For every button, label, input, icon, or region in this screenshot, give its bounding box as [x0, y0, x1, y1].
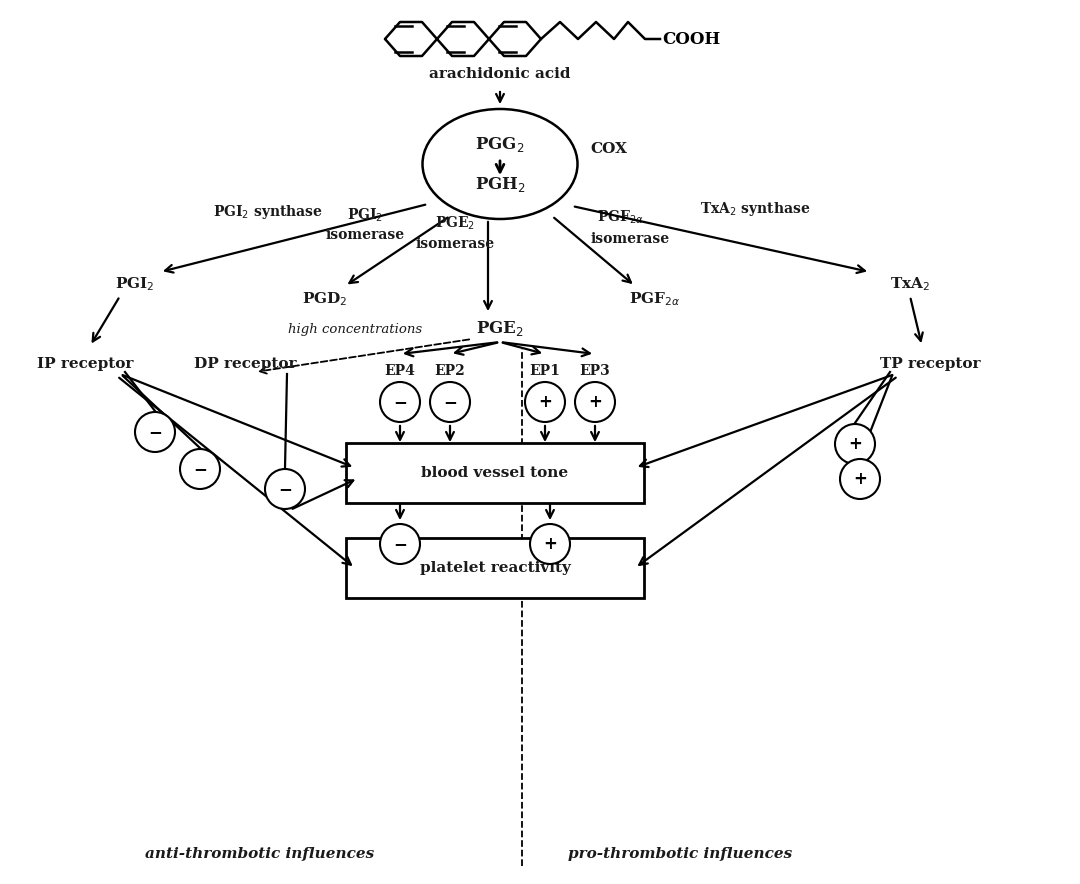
Text: TP receptor: TP receptor [880, 357, 981, 371]
Circle shape [840, 459, 880, 499]
Text: EP2: EP2 [434, 364, 465, 378]
Text: −: − [393, 393, 407, 411]
Text: EP4: EP4 [384, 364, 416, 378]
Text: isomerase: isomerase [591, 232, 670, 246]
Text: TxA$_2$: TxA$_2$ [890, 275, 930, 293]
Text: EP1: EP1 [529, 364, 561, 378]
Text: COOH: COOH [662, 31, 720, 48]
Text: anti-thrombotic influences: anti-thrombotic influences [146, 847, 375, 861]
Text: DP receptor: DP receptor [193, 357, 296, 371]
Text: +: + [848, 435, 862, 453]
Text: PGI$_2$: PGI$_2$ [116, 275, 154, 293]
Circle shape [135, 412, 175, 452]
Text: −: − [393, 535, 407, 553]
Text: PGD$_2$: PGD$_2$ [302, 290, 348, 308]
Text: IP receptor: IP receptor [37, 357, 133, 371]
Text: platelet reactivity: platelet reactivity [419, 561, 570, 575]
Text: isomerase: isomerase [325, 228, 405, 242]
Text: PGF$_{2\alpha}$: PGF$_{2\alpha}$ [630, 290, 680, 308]
Text: arachidonic acid: arachidonic acid [429, 67, 570, 81]
Text: −: − [278, 480, 292, 498]
Circle shape [430, 382, 470, 422]
Text: +: + [589, 393, 602, 411]
Circle shape [575, 382, 615, 422]
Text: PGH$_2$: PGH$_2$ [474, 174, 525, 194]
Text: PGI$_2$ synthase: PGI$_2$ synthase [213, 203, 323, 221]
Text: −: − [193, 460, 207, 478]
Ellipse shape [422, 109, 578, 219]
Text: TxA$_2$ synthase: TxA$_2$ synthase [700, 200, 810, 218]
Text: +: + [543, 535, 557, 553]
Text: isomerase: isomerase [416, 237, 495, 251]
Text: +: + [853, 470, 867, 488]
Circle shape [265, 469, 305, 509]
Text: +: + [538, 393, 552, 411]
Text: blood vessel tone: blood vessel tone [421, 466, 568, 480]
Circle shape [530, 524, 570, 564]
Circle shape [180, 449, 220, 489]
Text: high concentrations: high concentrations [288, 323, 422, 336]
Text: −: − [443, 393, 457, 411]
Circle shape [380, 382, 420, 422]
Circle shape [525, 382, 565, 422]
Text: −: − [148, 423, 162, 441]
Text: pro-thrombotic influences: pro-thrombotic influences [568, 847, 792, 861]
Text: PGE$_2$: PGE$_2$ [476, 319, 524, 339]
Circle shape [380, 524, 420, 564]
Text: COX: COX [590, 142, 627, 156]
Text: EP3: EP3 [580, 364, 610, 378]
Text: PGF$_{2\alpha}$: PGF$_{2\alpha}$ [596, 209, 644, 226]
FancyBboxPatch shape [346, 538, 644, 598]
Circle shape [835, 424, 875, 464]
Text: PGE$_2$: PGE$_2$ [435, 215, 475, 232]
FancyBboxPatch shape [346, 443, 644, 503]
Text: PGI$_2$: PGI$_2$ [347, 207, 383, 224]
Text: PGG$_2$: PGG$_2$ [475, 134, 525, 154]
